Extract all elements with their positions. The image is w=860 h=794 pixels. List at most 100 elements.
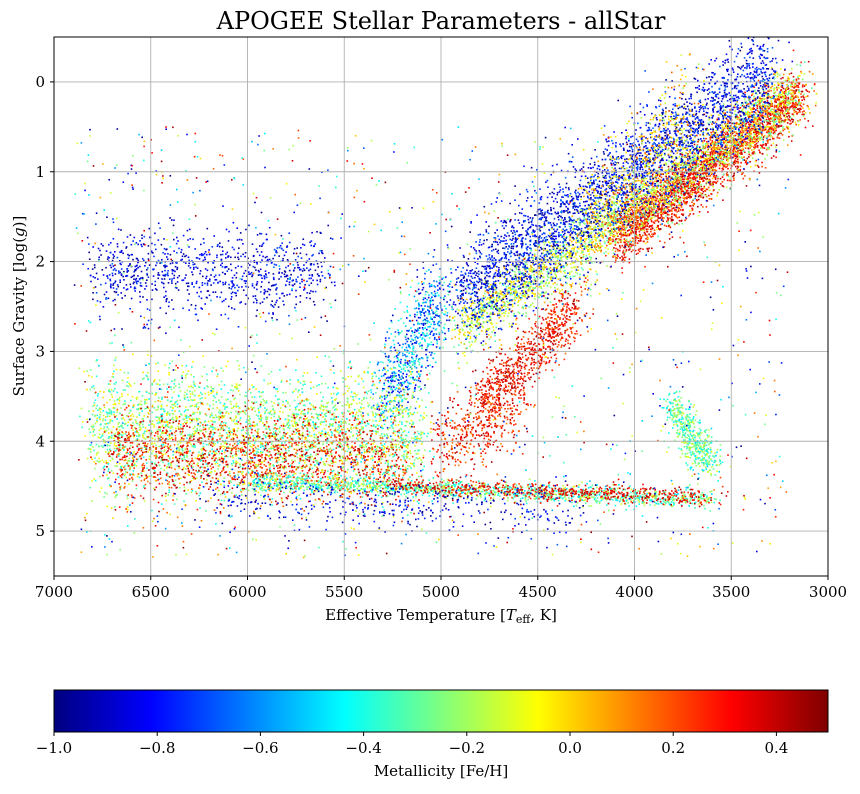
star-point [734, 162, 737, 164]
star-point [703, 134, 705, 137]
star-point [798, 100, 800, 103]
star-point [637, 188, 639, 191]
star-point [646, 234, 648, 237]
star-point [516, 291, 518, 294]
star-point [674, 173, 677, 175]
star-point [687, 159, 689, 162]
star-point [668, 168, 670, 170]
star-point [775, 120, 778, 122]
star-point [764, 158, 766, 160]
star-point [531, 292, 534, 294]
star-point [586, 275, 589, 278]
star-point [697, 183, 699, 186]
star-point [815, 92, 818, 95]
star-point [680, 190, 682, 193]
star-point [760, 119, 762, 121]
star-point [690, 147, 693, 150]
star-point [685, 171, 687, 174]
star-point [587, 216, 589, 218]
star-point [554, 263, 557, 266]
star-point [773, 116, 775, 119]
star-point [629, 204, 632, 206]
star-point [678, 216, 681, 218]
star-point [680, 177, 682, 180]
star-point [619, 245, 621, 247]
star-point [741, 109, 743, 112]
star-point [753, 130, 755, 132]
star-point [739, 169, 742, 171]
star-point [540, 270, 543, 273]
star-point [711, 169, 714, 171]
star-point [607, 252, 610, 255]
star-point [638, 201, 641, 203]
star-point [661, 208, 664, 211]
star-point [704, 168, 707, 171]
star-point [763, 110, 766, 113]
star-point [529, 290, 531, 292]
star-point [629, 248, 631, 250]
star-point [659, 200, 661, 203]
star-point [602, 234, 605, 237]
star-point [707, 115, 710, 118]
star-point [768, 103, 770, 106]
star-point [690, 169, 692, 172]
star-point [708, 194, 710, 197]
star-point [712, 183, 714, 186]
star-point [538, 244, 541, 246]
star-point [624, 229, 626, 231]
star-point [625, 201, 627, 204]
star-point [747, 114, 749, 117]
star-point [765, 102, 767, 104]
star-point [752, 127, 754, 130]
star-point [727, 167, 729, 170]
star-point [719, 139, 721, 142]
star-point [614, 238, 617, 241]
star-point [778, 104, 781, 106]
star-point [768, 131, 770, 133]
star-point [721, 124, 723, 126]
star-point [728, 179, 731, 182]
star-point [583, 232, 585, 235]
star-point [628, 261, 631, 264]
star-point [549, 286, 552, 289]
star-point [540, 269, 542, 272]
star-point [729, 148, 732, 151]
star-point [635, 253, 638, 255]
star-point [778, 112, 780, 115]
star-point [585, 261, 588, 264]
star-point [757, 117, 760, 120]
star-point [530, 249, 532, 252]
star-point [726, 174, 728, 177]
star-point [689, 213, 691, 215]
star-point [594, 236, 597, 239]
star-point [488, 320, 490, 322]
star-point [578, 232, 581, 235]
star-point [766, 123, 768, 125]
star-point [726, 163, 729, 166]
star-point [753, 86, 755, 88]
star-point [814, 104, 817, 107]
star-point [774, 115, 776, 117]
star-point [444, 323, 446, 326]
star-point [656, 185, 659, 188]
star-point [741, 127, 743, 129]
star-point [684, 188, 686, 190]
star-point [540, 287, 543, 290]
star-point [573, 266, 575, 269]
star-point [522, 283, 525, 286]
star-point [736, 118, 739, 120]
star-point [663, 192, 666, 195]
star-point [679, 187, 681, 189]
star-point [476, 320, 478, 322]
star-point [724, 165, 726, 168]
star-point [547, 261, 550, 263]
star-point [667, 218, 669, 220]
star-point [727, 126, 730, 129]
star-point [669, 195, 671, 198]
star-point [646, 241, 649, 243]
star-point [702, 180, 705, 182]
star-point [647, 248, 649, 251]
star-point [791, 118, 793, 120]
star-point [599, 247, 601, 250]
star-point [764, 125, 766, 128]
